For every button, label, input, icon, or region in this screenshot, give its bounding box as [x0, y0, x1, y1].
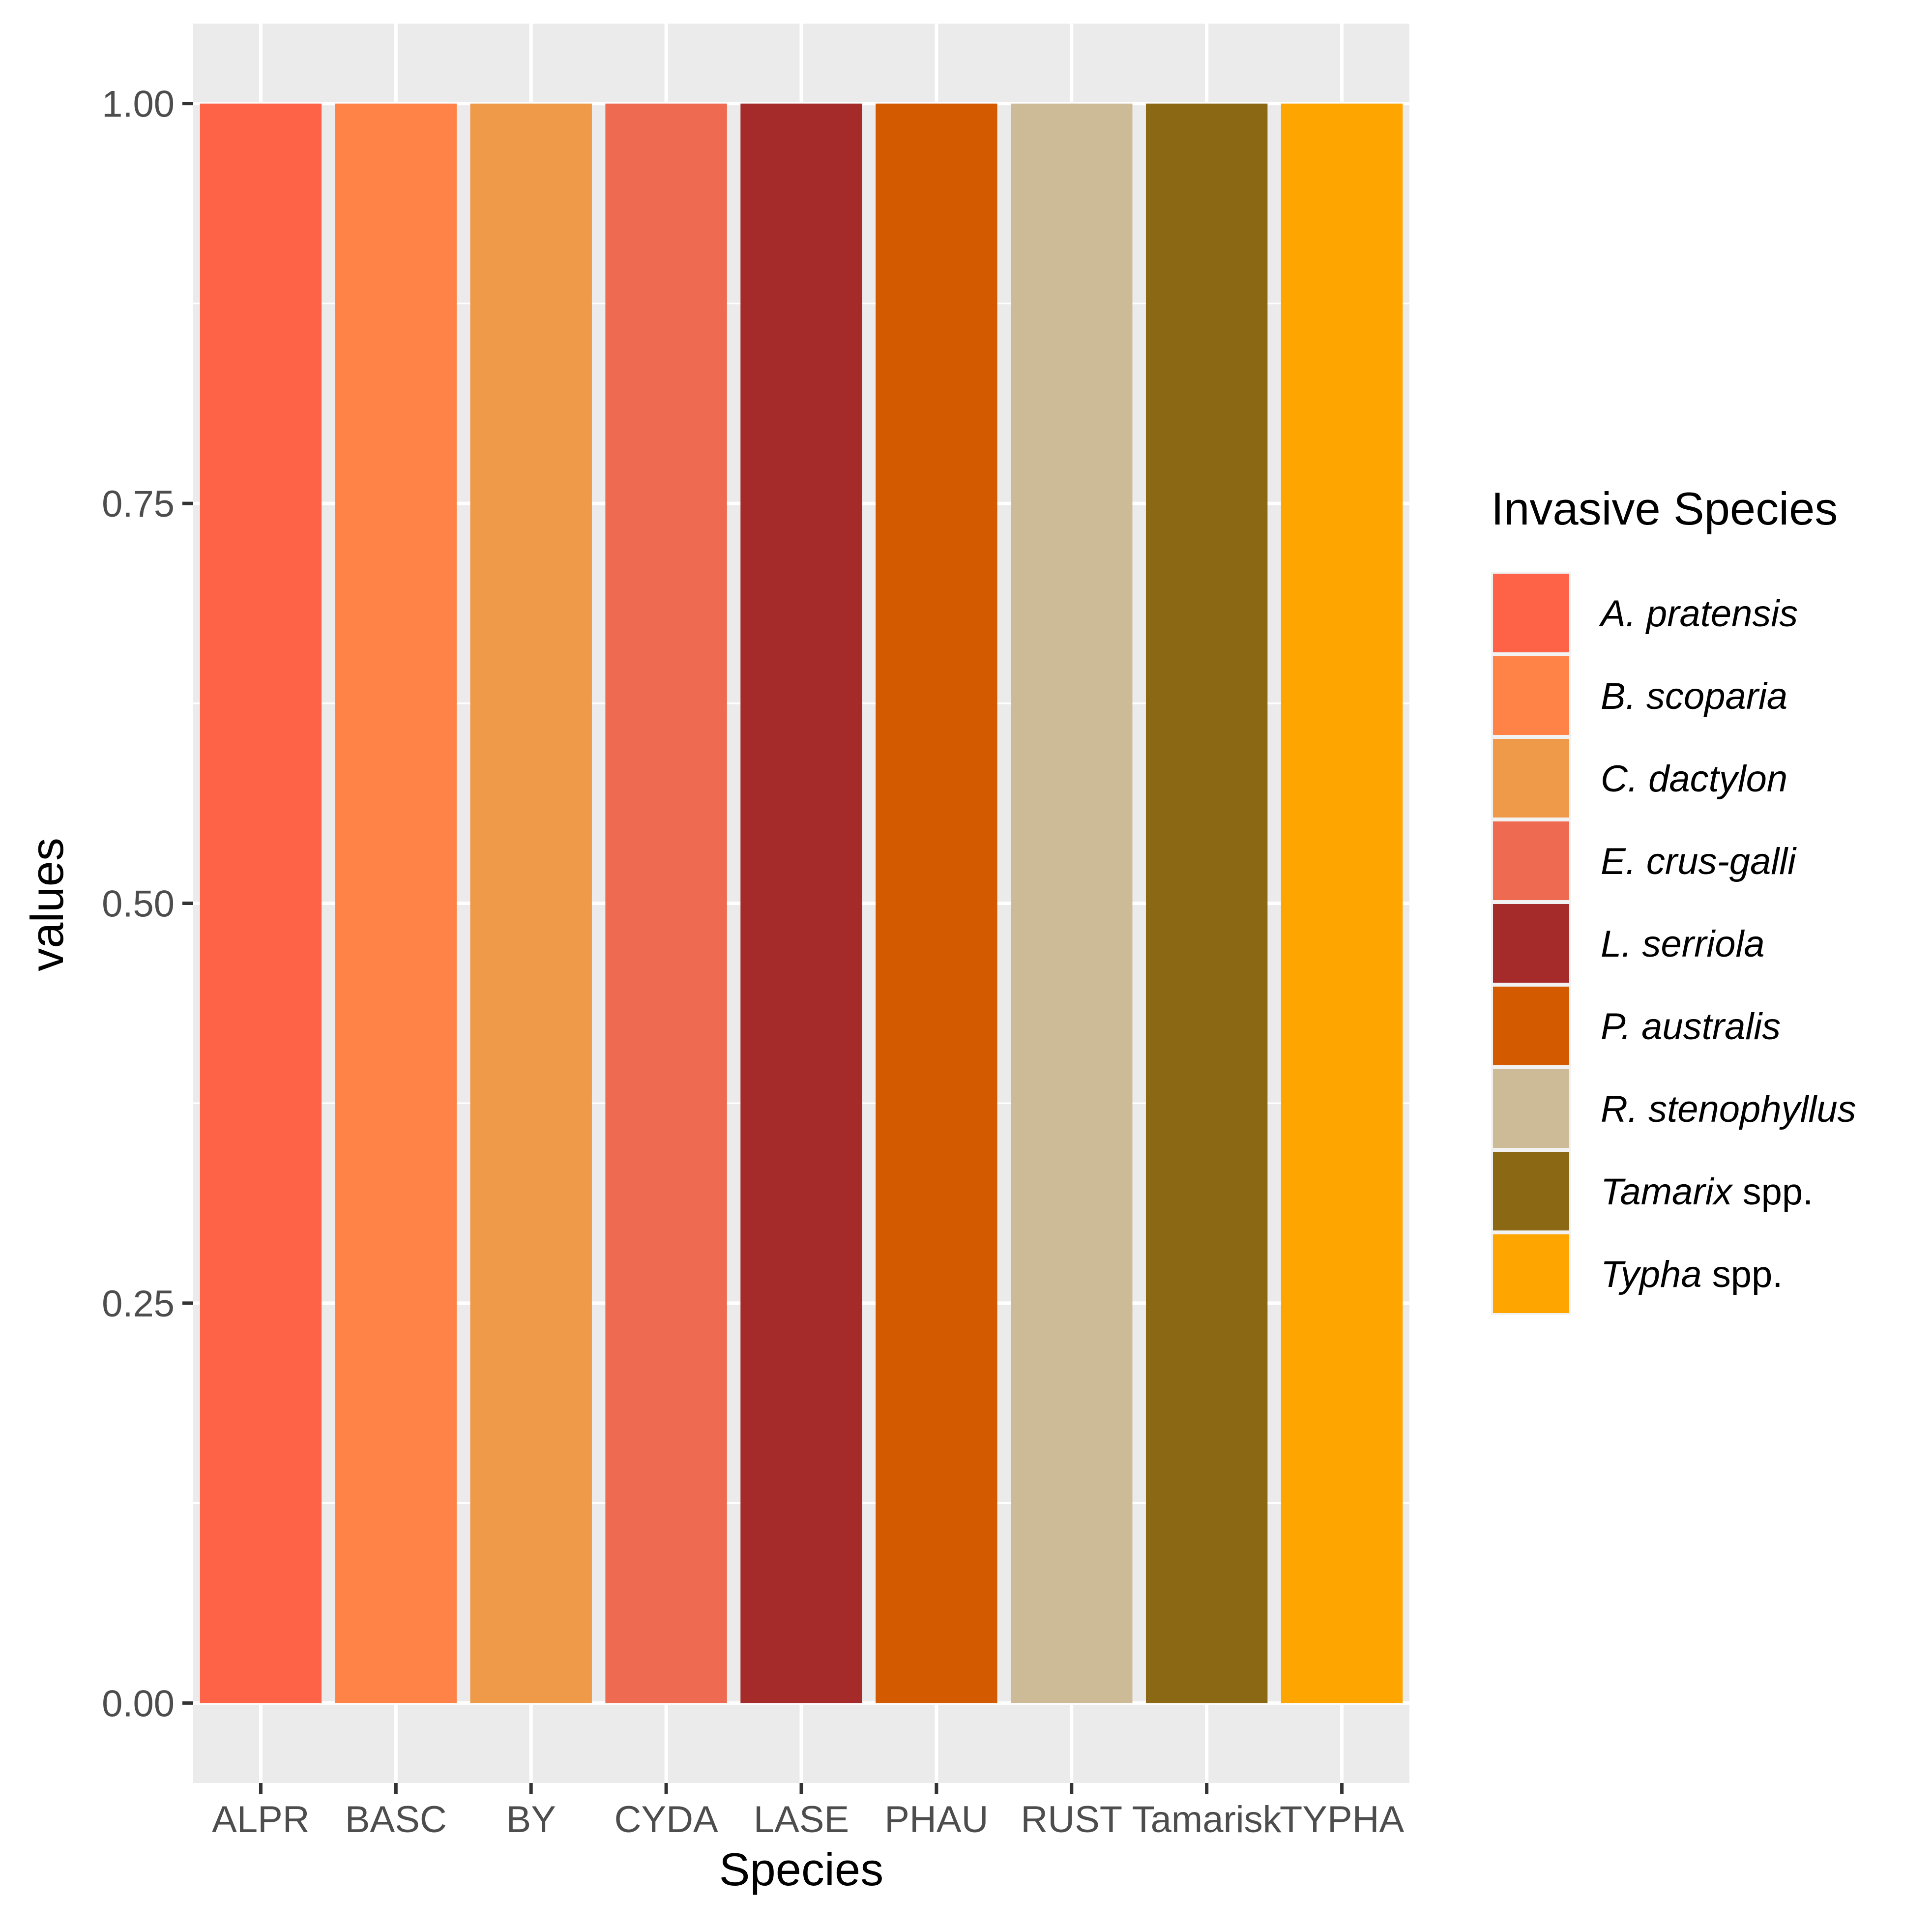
legend-item: B. scoparia [1491, 654, 1787, 737]
bar-tamarisk [1145, 103, 1268, 1703]
y-tick-label: 0.50 [102, 883, 175, 925]
y-axis-title: values [21, 838, 73, 971]
legend-label-italic: L. serriola [1601, 923, 1765, 965]
legend-item: C. dactylon [1491, 737, 1787, 819]
legend-label-italic: B. scoparia [1601, 675, 1787, 717]
legend-label: A. pratensis [1599, 593, 1798, 635]
legend-label: P. australis [1601, 1006, 1781, 1048]
legend-key-swatch [1493, 821, 1569, 900]
bar-lase [740, 103, 862, 1703]
legend-label: R. stenophyllus [1601, 1088, 1856, 1130]
legend-label: Tamarix spp. [1601, 1171, 1813, 1213]
y-tick-label: 0.00 [102, 1683, 175, 1724]
legend: Invasive Species A. pratensis B. scoparia… [1491, 483, 1856, 1315]
legend-label-italic: R. stenophyllus [1601, 1088, 1856, 1130]
x-tick-label: BASC [345, 1799, 447, 1840]
y-axis: 0.00 0.25 0.50 0.75 1.00 [102, 84, 193, 1724]
legend-label-plain: spp. [1702, 1254, 1783, 1295]
legend-item: Tamarix spp. [1491, 1150, 1813, 1232]
legend-item: P. australis [1491, 985, 1781, 1067]
legend-key-swatch [1493, 904, 1569, 983]
legend-label: C. dactylon [1601, 758, 1787, 800]
bar-rust [1011, 103, 1133, 1703]
legend-item: Typha spp. [1491, 1232, 1783, 1315]
x-tick-label: BY [506, 1799, 556, 1840]
legend-key-swatch [1493, 739, 1569, 818]
legend-label-italic: C. dactylon [1601, 758, 1787, 800]
x-tick-label: TYPHA [1280, 1799, 1405, 1840]
y-tick-label: 1.00 [102, 84, 175, 125]
legend-label-italic: A. pratensis [1599, 593, 1798, 635]
bar-alpr [200, 103, 322, 1703]
bars [200, 103, 1403, 1703]
x-axis-title: Species [719, 1843, 883, 1895]
legend-label-italic: Tamarix [1601, 1171, 1733, 1213]
legend-label: E. crus-galli [1601, 841, 1797, 882]
bar-typha [1281, 103, 1403, 1703]
x-tick-label: Tamarisk [1132, 1799, 1282, 1840]
legend-label-italic: P. australis [1601, 1006, 1781, 1048]
legend-key-swatch [1493, 656, 1569, 735]
bar-phau [876, 103, 997, 1703]
legend-label: Typha spp. [1601, 1254, 1783, 1295]
x-tick-label: PHAU [884, 1799, 988, 1840]
legend-key-swatch [1493, 1234, 1569, 1313]
legend-key-swatch [1493, 574, 1569, 652]
legend-item: E. crus-galli [1491, 819, 1797, 902]
legend-label: L. serriola [1601, 923, 1765, 965]
legend-label-italic: E. crus-galli [1601, 841, 1797, 882]
legend-label-italic: Typha [1601, 1254, 1702, 1295]
x-tick-label: ALPR [212, 1799, 310, 1840]
legend-item: R. stenophyllus [1491, 1067, 1856, 1150]
legend-key-swatch [1493, 1069, 1569, 1148]
x-tick-label: LASE [754, 1799, 849, 1840]
legend-title: Invasive Species [1491, 483, 1838, 534]
x-tick-label: CYDA [615, 1799, 718, 1840]
legend-item: L. serriola [1491, 902, 1765, 985]
legend-label: B. scoparia [1601, 675, 1787, 717]
legend-key-swatch [1493, 987, 1569, 1065]
bar-basc [335, 103, 457, 1703]
x-tick-label: RUST [1021, 1799, 1122, 1840]
y-tick-label: 0.75 [102, 483, 175, 525]
legend-item: A. pratensis [1491, 572, 1798, 654]
bar-cyda [605, 103, 727, 1703]
legend-label-plain: spp. [1732, 1171, 1813, 1213]
bar-by [470, 103, 592, 1703]
y-tick-label: 0.25 [102, 1283, 175, 1325]
legend-key-swatch [1493, 1152, 1569, 1230]
